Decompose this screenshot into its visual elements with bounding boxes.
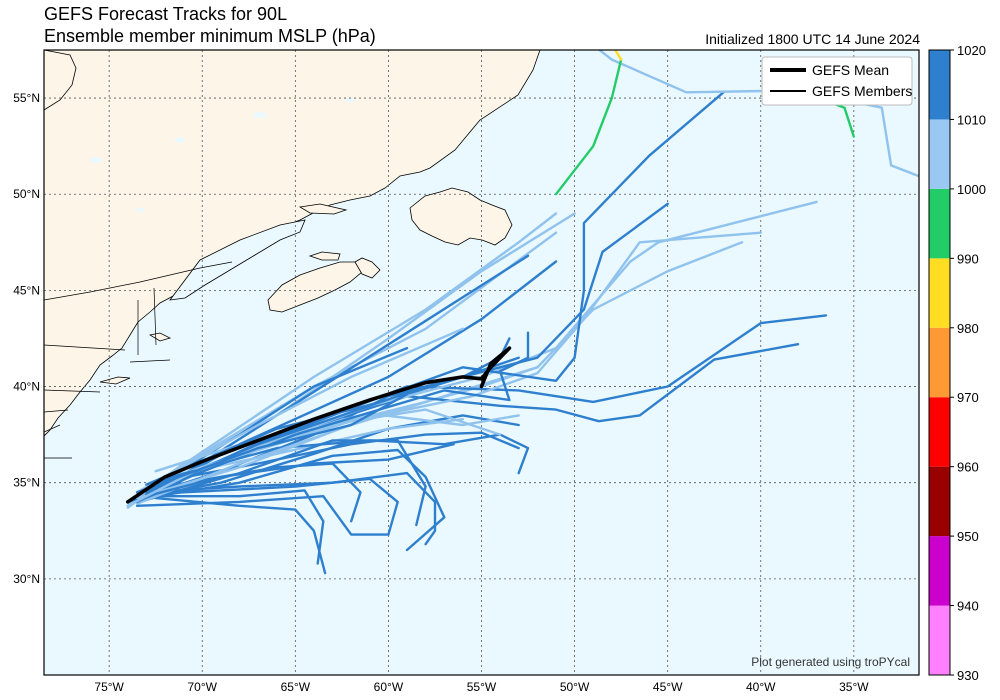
colorbar-segment xyxy=(929,119,950,189)
colorbar-tick-label: 950 xyxy=(957,529,979,544)
colorbar-segment xyxy=(929,327,950,398)
member-track xyxy=(145,448,446,552)
colorbar-tick-label: 1000 xyxy=(957,182,986,197)
colorbar-tick-label: 930 xyxy=(957,668,979,683)
landmass-pei xyxy=(308,251,341,261)
map-subtitle: Ensemble member minimum MSLP (hPa) xyxy=(44,26,376,46)
legend-members-label: GEFS Members xyxy=(812,83,912,99)
init-time-label: Initialized 1800 UTC 14 June 2024 xyxy=(705,31,920,47)
colorbar-tick-label: 970 xyxy=(957,390,979,405)
colorbar-tick-label: 980 xyxy=(957,321,979,336)
colorbar-segment xyxy=(929,466,950,537)
y-tick-label: 45°N xyxy=(13,283,40,297)
x-tick-label: 75°W xyxy=(94,680,124,694)
y-tick-label: 40°N xyxy=(13,380,40,394)
x-tick-label: 55°W xyxy=(467,680,497,694)
member-track xyxy=(135,393,409,494)
member-track xyxy=(145,443,455,498)
landmass-newfoundland xyxy=(409,187,513,246)
colorbar-segment xyxy=(929,50,950,120)
colorbar-tick-label: 990 xyxy=(957,251,979,266)
member-track xyxy=(135,241,744,505)
colorbar-segment xyxy=(929,536,950,606)
landmass-cape-breton xyxy=(354,257,381,279)
member-track xyxy=(154,331,530,492)
colorbar-segment xyxy=(929,605,950,675)
colorbar-tick-label: 960 xyxy=(957,460,979,475)
member-track xyxy=(126,212,558,504)
x-tick-label: 40°W xyxy=(746,680,776,694)
inland-water-gulf xyxy=(169,219,306,301)
colorbar: 930 940 950 960 970 980 990 1000 1010 1020 xyxy=(928,43,986,683)
member-track xyxy=(135,495,390,536)
map-title: GEFS Forecast Tracks for 90L xyxy=(44,4,288,24)
credit-label: Plot generated using troPYcal xyxy=(751,655,910,669)
y-tick-label: 30°N xyxy=(13,572,40,586)
mean-track xyxy=(126,346,512,504)
legend: GEFS Mean GEFS Members xyxy=(761,56,913,106)
y-tick-label: 50°N xyxy=(13,187,40,201)
colorbar-segment xyxy=(929,188,950,259)
x-tick-label: 70°W xyxy=(188,680,218,694)
x-tick-label: 50°W xyxy=(560,680,590,694)
landmass-anticosti xyxy=(298,203,348,215)
legend-mean-label: GEFS Mean xyxy=(812,62,889,78)
x-tick-label: 60°W xyxy=(374,680,404,694)
member-track xyxy=(135,260,558,504)
x-tick-label: 35°W xyxy=(839,680,869,694)
landmass-nova-scotia xyxy=(267,261,363,313)
member-track xyxy=(554,58,623,196)
landmass-long-island xyxy=(99,376,131,385)
member-track xyxy=(145,477,399,536)
landmass-cape-cod xyxy=(148,332,172,342)
colorbar-tick-label: 940 xyxy=(957,599,979,614)
colorbar-tick-label: 1020 xyxy=(957,43,986,58)
member-track xyxy=(145,489,325,565)
colorbar-segment xyxy=(929,397,950,467)
x-tick-label: 65°W xyxy=(281,680,311,694)
member-track xyxy=(613,50,623,61)
y-tick-label: 55°N xyxy=(13,91,40,105)
member-track xyxy=(163,433,530,480)
x-tick-label: 45°W xyxy=(653,680,683,694)
colorbar-segment xyxy=(929,258,950,328)
land-layer xyxy=(44,50,541,459)
y-tick-label: 35°N xyxy=(13,476,40,490)
colorbar-tick-label: 1010 xyxy=(957,112,986,127)
landmass-greenland-edge xyxy=(44,50,77,111)
member-track xyxy=(145,471,437,546)
